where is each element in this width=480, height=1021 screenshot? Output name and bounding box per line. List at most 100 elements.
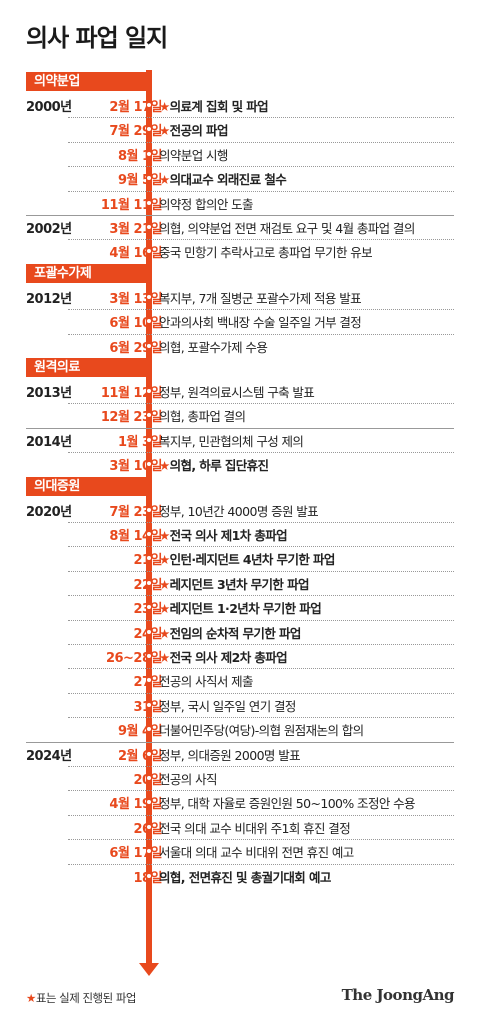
timeline-row: 2014년 1월 3일 복지부, 민관협의체 구성 제의 xyxy=(26,428,454,452)
timeline-dot-icon xyxy=(147,776,151,780)
timeline-dot-icon xyxy=(147,532,151,536)
event-text: 정부, 국시 일주일 연기 결정 xyxy=(159,696,296,715)
star-icon: ★ xyxy=(159,528,170,543)
timeline-row: 18일 의협, 전면휴진 및 총궐기대회 예고 xyxy=(26,864,454,888)
event-text: 의협, 의약분업 전면 재검토 요구 및 4월 총파업 결의 xyxy=(159,218,415,237)
section-label: 의대증원 xyxy=(26,476,146,496)
timeline-row: 2013년 11월 12일 정부, 원격의료시스템 구축 발표 xyxy=(26,379,454,403)
timeline-row: 11월 11일 의약정 합의안 도출 xyxy=(26,191,454,215)
timeline-dot-icon xyxy=(147,389,151,393)
event-label: 의협, 총파업 결의 xyxy=(159,409,246,425)
row-divider xyxy=(68,717,454,719)
event-label: 전국 의대 교수 비대위 주1회 휴진 결정 xyxy=(159,820,351,836)
star-icon: ★ xyxy=(159,99,170,114)
timeline-row: 31일 정부, 국시 일주일 연기 결정 xyxy=(26,693,454,717)
date-label: 24일 xyxy=(133,626,162,642)
timeline-dot-icon xyxy=(147,151,151,156)
timeline-dot-icon xyxy=(147,629,151,634)
date-label: 11월 12일 xyxy=(100,386,163,401)
event-text: 안과의사회 백내장 수술 일주일 거부 결정 xyxy=(159,312,362,331)
timeline-dot-icon xyxy=(147,437,151,442)
event-text: 의협, 포괄수가제 수용 xyxy=(159,337,268,356)
timeline-row: 27일 전공의 사직서 제출 xyxy=(26,668,454,692)
star-icon: ★ xyxy=(159,650,170,665)
timeline-row: 4월 16일 중국 민항기 추락사고로 총파업 무기한 유보 xyxy=(26,239,454,263)
event-label: 전국 의사 제2차 총파업 xyxy=(169,650,288,665)
row-divider xyxy=(68,692,454,694)
year-label: 2002년 xyxy=(26,222,72,237)
row-divider xyxy=(68,619,454,621)
timeline-dot-icon xyxy=(147,800,151,805)
event-label: 중국 민항기 추락사고로 총파업 무기한 유보 xyxy=(159,245,373,261)
timeline-row: 12월 23일 의협, 총파업 결의 xyxy=(26,403,454,427)
timeline-dot-icon xyxy=(147,225,151,229)
timeline-row: 2012년 3월 13일 복지부, 7개 질병군 포괄수가제 적용 발표 xyxy=(26,285,454,309)
date-label: 18일 xyxy=(133,870,162,886)
event-text: 더불어민주당(여당)-의협 원점재논의 합의 xyxy=(159,720,364,739)
row-divider xyxy=(68,117,454,119)
event-text: ★인턴·레지던트 4년차 무기한 파업 xyxy=(159,549,335,568)
section-label: 의약분업 xyxy=(26,72,146,91)
timeline-row: 9월 4일 더불어민주당(여당)-의협 원점재논의 합의 xyxy=(26,717,454,741)
star-icon: ★ xyxy=(159,123,170,139)
date-label: 8월 14일 xyxy=(109,529,162,544)
timeline-dot-icon xyxy=(147,103,151,107)
event-label: 레지던트 1·2년차 무기한 파업 xyxy=(169,601,322,617)
date-label: 11월 11일 xyxy=(100,197,163,213)
event-text: 의약정 합의안 도출 xyxy=(159,194,254,213)
event-text: ★의료계 집회 및 파업 xyxy=(159,96,269,115)
year-divider xyxy=(26,741,454,743)
event-text: 전국 의대 교수 비대위 주1회 휴진 결정 xyxy=(159,818,351,837)
event-text: 정부, 10년간 4000명 증원 발표 xyxy=(159,501,319,520)
event-label: 복지부, 7개 질병군 포괄수가제 적용 발표 xyxy=(159,290,362,306)
row-divider xyxy=(68,839,454,841)
event-text: ★전임의 순차적 무기한 파업 xyxy=(159,623,301,642)
row-divider xyxy=(68,141,454,143)
row-divider xyxy=(68,595,454,597)
event-label: 더불어민주당(여당)-의협 원점재논의 합의 xyxy=(159,723,364,739)
date-label: 8월 1일 xyxy=(117,148,163,164)
event-text: ★레지던트 3년차 무기한 파업 xyxy=(159,574,309,593)
event-text: 정부, 원격의료시스템 구축 발표 xyxy=(159,382,315,401)
year-label: 2013년 xyxy=(26,386,72,401)
timeline-row: 2000년 2월 17일 ★의료계 집회 및 파업 xyxy=(26,93,454,117)
timeline-arrow-icon xyxy=(139,963,159,976)
event-label: 전임의 순차적 무기한 파업 xyxy=(169,625,302,641)
timeline-dot-icon xyxy=(147,249,151,254)
timeline-row: 4월 19일 정부, 대학 자율로 증원인원 50~100% 조정안 수용 xyxy=(26,790,454,814)
date-label: 6월 17일 xyxy=(109,846,162,862)
event-text: 복지부, 7개 질병군 포괄수가제 적용 발표 xyxy=(159,288,362,307)
star-icon: ★ xyxy=(159,458,170,474)
row-divider xyxy=(68,790,454,792)
event-label: 안과의사회 백내장 수술 일주일 거부 결정 xyxy=(159,315,362,331)
row-divider xyxy=(68,522,454,523)
section-label: 원격의료 xyxy=(26,358,146,377)
star-icon: ★ xyxy=(159,552,170,568)
timeline-row: 9월 5일 ★의대교수 외래진료 철수 xyxy=(26,166,454,190)
event-text: 정부, 의대증원 2000명 발표 xyxy=(159,745,301,764)
star-icon: ★ xyxy=(159,601,170,617)
event-text: 의협, 총파업 결의 xyxy=(159,406,246,425)
timeline-row: 7월 29일 ★전공의 파업 xyxy=(26,117,454,141)
event-label: 전공의 파업 xyxy=(169,123,229,139)
event-label: 의협, 포괄수가제 수용 xyxy=(159,339,268,355)
row-divider xyxy=(68,190,454,192)
date-label: 3월 21일 xyxy=(109,222,162,237)
event-text: 중국 민항기 추락사고로 총파업 무기한 유보 xyxy=(159,242,373,261)
event-label: 의약분업 시행 xyxy=(159,147,228,163)
row-divider xyxy=(68,570,454,572)
timeline-row: 8월 14일 ★전국 의사 제1차 총파업 xyxy=(26,522,454,546)
event-text: 복지부, 민관협의체 구성 제의 xyxy=(159,431,304,450)
event-label: 인턴·레지던트 4년차 무기한 파업 xyxy=(169,552,336,568)
timeline-dot-icon xyxy=(147,605,151,610)
timeline-row: 2020년 7월 23일 정부, 10년간 4000명 증원 발표 xyxy=(26,498,454,522)
date-label: 9월 5일 xyxy=(117,173,163,189)
row-divider xyxy=(68,166,454,168)
timeline-row: 6월 29일 의협, 포괄수가제 수용 xyxy=(26,334,454,358)
event-label: 의약정 합의안 도출 xyxy=(159,196,254,212)
date-label: 6월 10일 xyxy=(109,316,162,332)
date-label: 9월 4일 xyxy=(117,724,163,740)
date-label: 26~28일 xyxy=(105,651,163,666)
date-label: 3월 10일 xyxy=(109,459,162,475)
event-text: 전공의 사직 xyxy=(159,769,217,788)
